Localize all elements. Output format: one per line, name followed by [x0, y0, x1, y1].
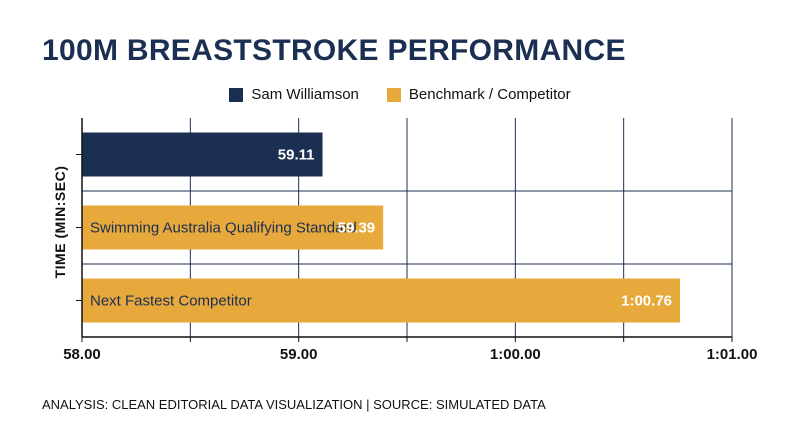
x-tick-label: 1:01.00 — [707, 346, 758, 363]
bar-value-label: 59.11 — [278, 147, 315, 164]
legend-swatch-benchmark — [386, 87, 401, 102]
legend-label-sam-williamson: Sam Williamson — [251, 86, 359, 103]
bar-category-label: Swimming Australia Qualifying Standard — [90, 220, 357, 237]
x-tick-label: 1:00.00 — [490, 346, 541, 363]
bar-category-label: Next Fastest Competitor — [90, 293, 252, 310]
bar — [82, 132, 323, 177]
legend-item-benchmark: Benchmark / Competitor — [386, 86, 571, 103]
bar-value-label: 59.39 — [338, 220, 376, 237]
chart-title: 100M BREASTSTROKE PERFORMANCE — [42, 34, 626, 67]
legend-swatch-sam-williamson — [229, 87, 244, 102]
bar-value-label: 1:00.76 — [621, 293, 672, 310]
legend: Sam Williamson Benchmark / Competitor — [0, 86, 800, 103]
bar — [82, 278, 680, 323]
bar — [82, 205, 384, 250]
legend-item-sam-williamson: Sam Williamson — [229, 86, 359, 103]
x-tick-label: 59.00 — [280, 346, 318, 363]
footer-source: ANALYSIS: CLEAN EDITORIAL DATA VISUALIZA… — [42, 397, 546, 412]
legend-label-benchmark: Benchmark / Competitor — [408, 86, 571, 103]
x-tick-label: 58.00 — [63, 346, 101, 363]
